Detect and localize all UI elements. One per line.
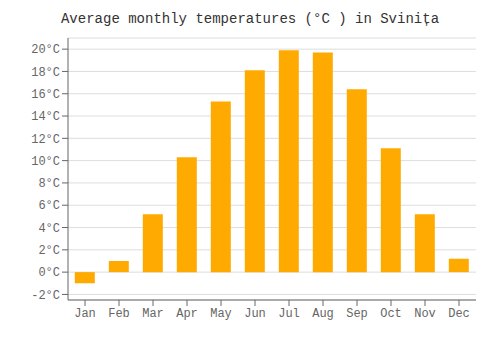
svg-text:-2°C: -2°C: [31, 289, 60, 303]
svg-text:Dec: Dec: [448, 307, 470, 321]
html-text:Average monthly temperatures (: Average monthly temperatures (°C ) in Sv…: [61, 11, 439, 27]
svg-text:Jun: Jun: [244, 307, 266, 321]
svg-text:Aug: Aug: [312, 307, 334, 321]
svg-text:12°C: 12°C: [31, 133, 60, 147]
svg-text:Mar: Mar: [142, 307, 164, 321]
svg-text:0°C: 0°C: [38, 266, 60, 280]
svg-text:Apr: Apr: [176, 307, 198, 321]
svg-text:4°C: 4°C: [38, 222, 60, 236]
svg-text:May: May: [210, 307, 232, 321]
svg-text:20°C: 20°C: [31, 43, 60, 57]
svg-text:Jul: Jul: [278, 307, 300, 321]
svg-text:10°C: 10°C: [31, 155, 60, 169]
svg-text:6°C: 6°C: [38, 199, 60, 213]
svg-text:Feb: Feb: [108, 307, 130, 321]
svg-text:Jan: Jan: [74, 307, 96, 321]
svg-text:Nov: Nov: [414, 307, 436, 321]
svg-text:Sep: Sep: [346, 307, 368, 321]
svg-text:Oct: Oct: [380, 307, 402, 321]
svg-text:16°C: 16°C: [31, 88, 60, 102]
svg-text:14°C: 14°C: [31, 110, 60, 124]
svg-text:18°C: 18°C: [31, 66, 60, 80]
svg-text:8°C: 8°C: [38, 177, 60, 191]
svg-text:2°C: 2°C: [38, 244, 60, 258]
